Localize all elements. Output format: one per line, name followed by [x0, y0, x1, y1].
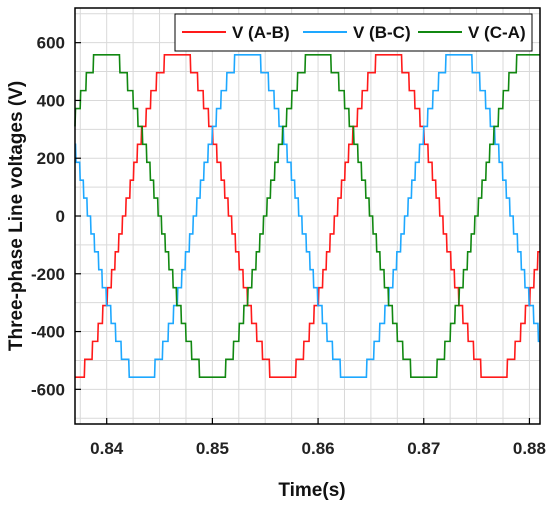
series-line — [75, 54, 540, 378]
legend-box — [174, 13, 533, 52]
series-layer — [74, 54, 540, 378]
legend-label: V (C-A) — [468, 23, 526, 42]
y-tick-label: 0 — [56, 207, 65, 226]
x-tick-label: 0.85 — [196, 439, 229, 458]
x-axis-title: Time(s) — [278, 480, 345, 501]
y-tick-label: 400 — [37, 91, 65, 110]
legend-label: V (A-B) — [232, 23, 290, 42]
x-tick-labels: 0.84 0.85 0.86 0.87 0.88 — [90, 439, 546, 458]
y-tick-label: -600 — [31, 380, 65, 399]
series-line — [74, 54, 540, 378]
y-tick-labels: -600 -400 -200 0 200 400 600 — [31, 34, 65, 400]
y-tick-label: -400 — [31, 323, 65, 342]
legend-label: V (B-C) — [353, 23, 411, 42]
x-tick-label: 0.88 — [513, 439, 546, 458]
y-tick-label: 600 — [37, 34, 65, 53]
x-tick-label: 0.86 — [302, 439, 335, 458]
y-tick-label: 200 — [37, 149, 65, 168]
tick-marks — [75, 42, 531, 424]
x-tick-label: 0.84 — [90, 439, 124, 458]
legend: V (A-B) V (B-C) V (C-A) — [174, 13, 533, 52]
series-line — [74, 54, 540, 378]
y-axis-title: Three-phase Line voltages (V) — [6, 81, 27, 351]
y-tick-label: -200 — [31, 265, 65, 284]
x-tick-label: 0.87 — [407, 439, 440, 458]
